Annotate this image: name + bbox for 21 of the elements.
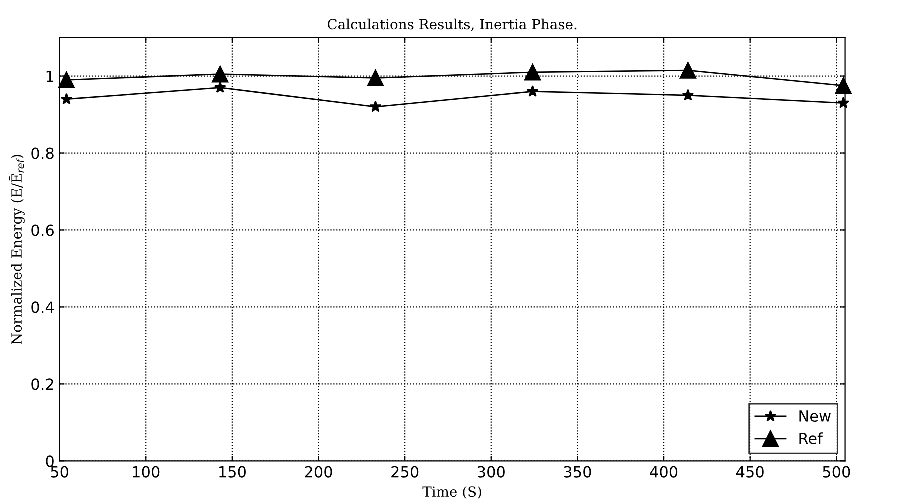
x-tick-label: 150 [220, 466, 246, 478]
x-tick-label: 250 [392, 466, 419, 478]
y-tick-label: 1 [46, 70, 54, 82]
y-tick-label: 0 [46, 456, 54, 468]
x-tick-label: 500 [823, 466, 850, 478]
x-tick-label: 350 [564, 466, 592, 478]
x-tick-label: 200 [305, 466, 332, 478]
x-tick-label: 450 [736, 466, 764, 478]
y-axis-title: Normalized Energy (E/Ē$_{ref}$) [9, 155, 25, 344]
x-tick-label: 300 [478, 466, 505, 478]
x-tick-label: 400 [650, 466, 678, 478]
chart-title: Calculations Results, Inertia Phase. [328, 18, 577, 32]
y-tick-label: 0.6 [32, 224, 54, 236]
y-tick-label: 0.2 [32, 378, 54, 390]
x-axis-title: Time (S) [422, 486, 482, 500]
x-tick-label: 50 [51, 466, 68, 478]
x-tick-label: 100 [133, 466, 160, 478]
y-tick-label: 0.8 [32, 148, 54, 160]
y-tick-label: 0.4 [32, 302, 54, 314]
legend-label: Ref [800, 432, 824, 444]
legend-label: New [800, 410, 831, 422]
